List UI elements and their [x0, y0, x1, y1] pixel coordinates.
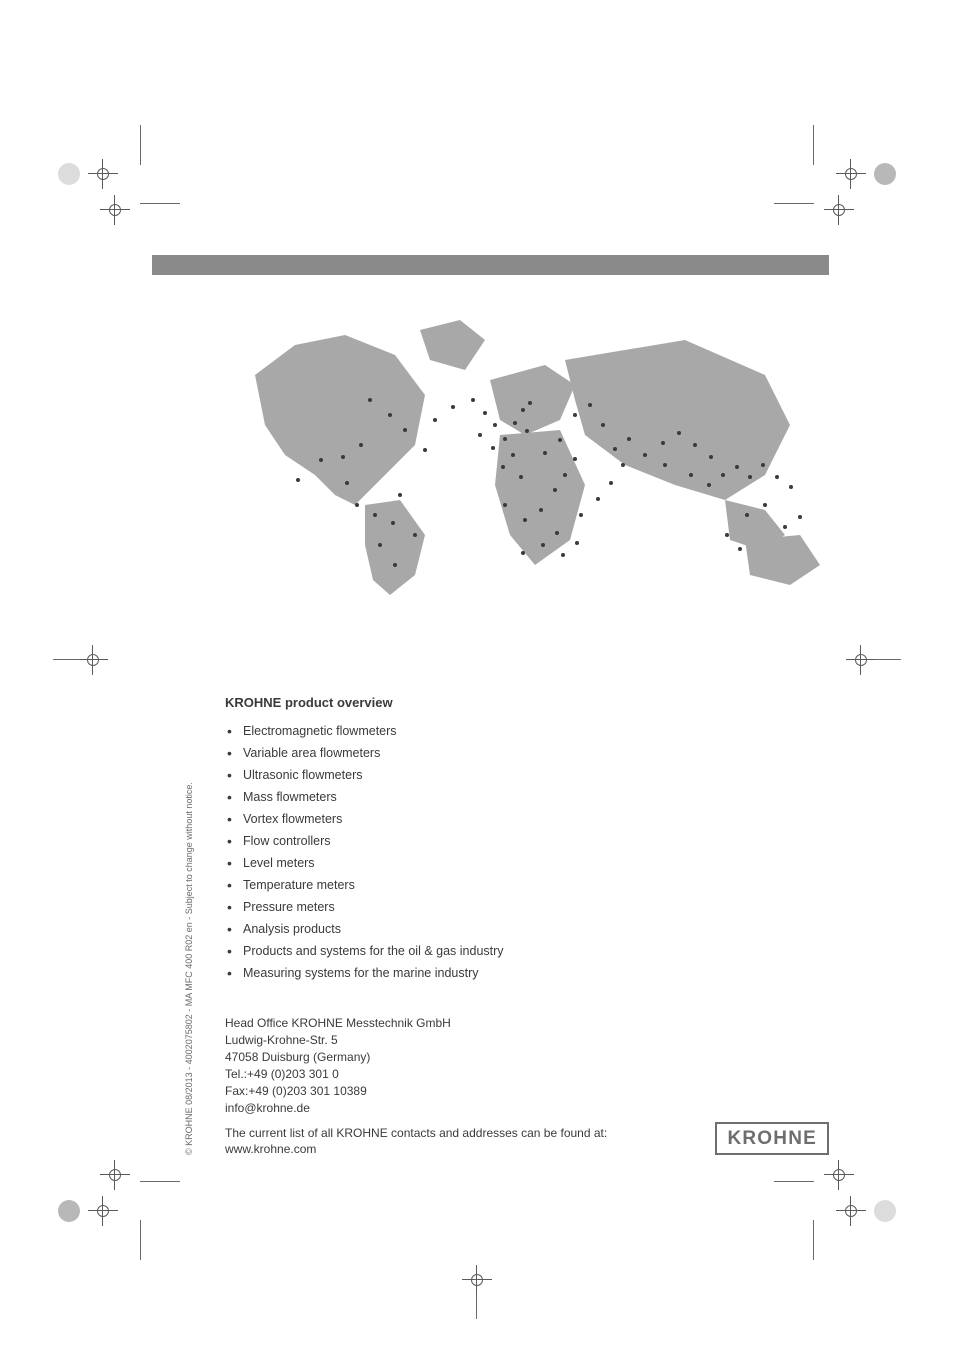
product-list-item: Ultrasonic flowmeters	[225, 764, 504, 786]
brand-logo: KROHNE	[715, 1122, 829, 1155]
contact-tel: Tel.:+49 (0)203 301 0	[225, 1066, 451, 1083]
world-map	[225, 305, 835, 605]
product-list-item: Variable area flowmeters	[225, 742, 504, 764]
contact-fax: Fax:+49 (0)203 301 10389	[225, 1083, 451, 1100]
contact-note: The current list of all KROHNE contacts …	[225, 1125, 607, 1157]
header-bar	[152, 255, 829, 275]
product-list-item: Temperature meters	[225, 874, 504, 896]
contact-city: 47058 Duisburg (Germany)	[225, 1049, 451, 1066]
product-list-item: Electromagnetic flowmeters	[225, 720, 504, 742]
copyright-text: © KROHNE 08/2013 - 4002075802 - MA MFC 4…	[184, 782, 194, 1155]
contact-block: Head Office KROHNE Messtechnik GmbH Ludw…	[225, 1015, 451, 1117]
section-title: KROHNE product overview	[225, 695, 393, 710]
product-list-item: Vortex flowmeters	[225, 808, 504, 830]
product-list-item: Mass flowmeters	[225, 786, 504, 808]
product-list-item: Level meters	[225, 852, 504, 874]
product-list-item: Pressure meters	[225, 896, 504, 918]
product-list-item: Measuring systems for the marine industr…	[225, 962, 504, 984]
contact-street: Ludwig-Krohne-Str. 5	[225, 1032, 451, 1049]
product-list-item: Analysis products	[225, 918, 504, 940]
contact-name: Head Office KROHNE Messtechnik GmbH	[225, 1015, 451, 1032]
contact-email: info@krohne.de	[225, 1100, 451, 1117]
contact-note-line1: The current list of all KROHNE contacts …	[225, 1125, 607, 1141]
product-list-item: Products and systems for the oil & gas i…	[225, 940, 504, 962]
product-list: Electromagnetic flowmetersVariable area …	[225, 720, 504, 984]
product-list-item: Flow controllers	[225, 830, 504, 852]
contact-note-line2: www.krohne.com	[225, 1141, 607, 1157]
